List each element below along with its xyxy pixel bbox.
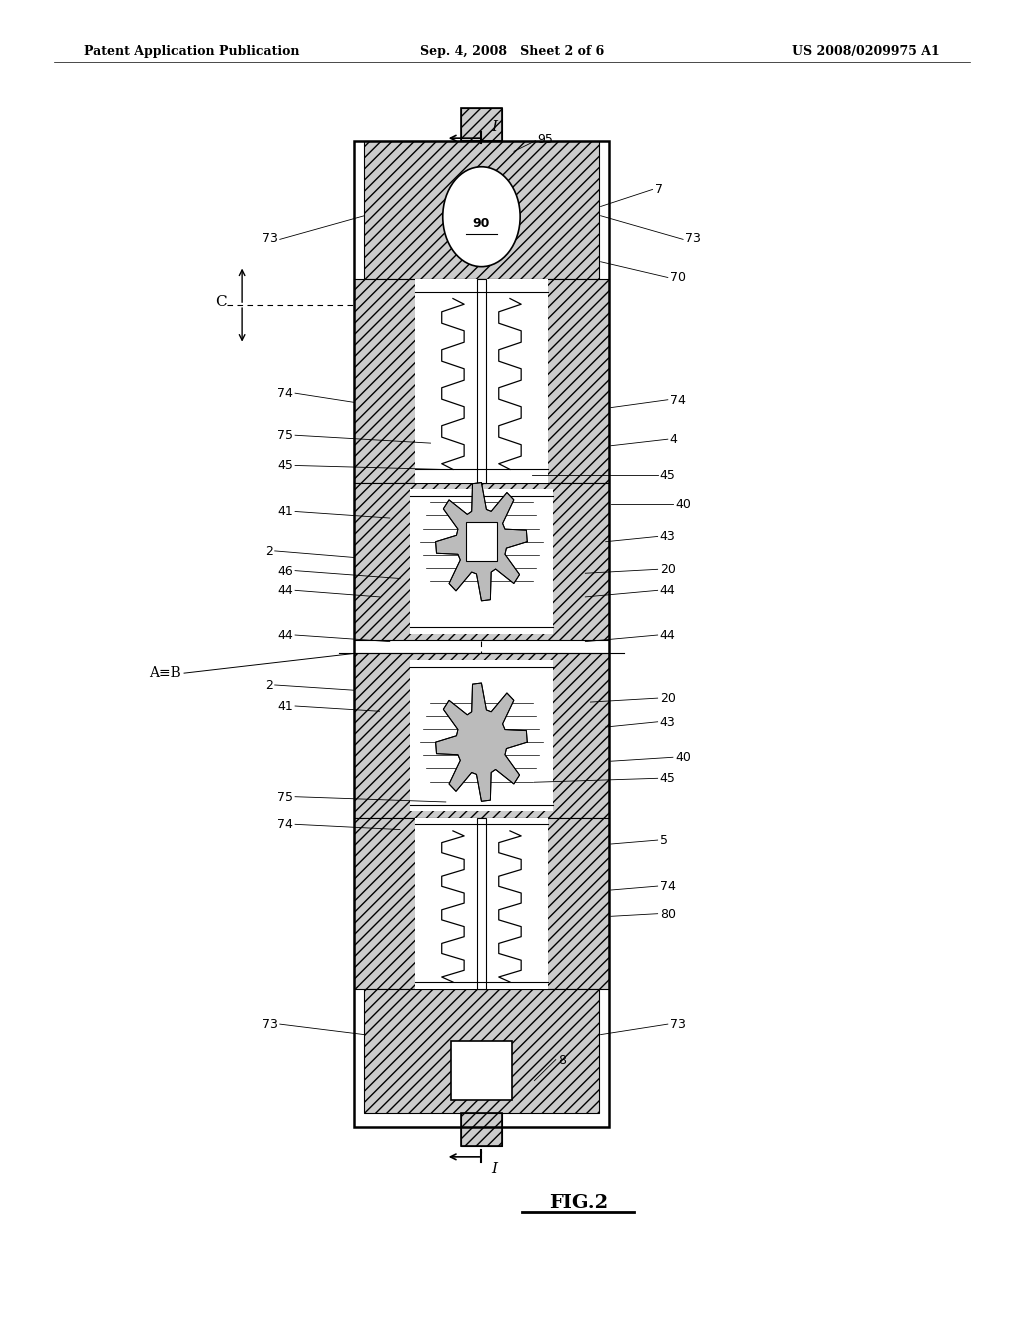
Text: 46: 46 [278,565,293,578]
Bar [461,108,502,141]
Text: 8: 8 [558,1053,566,1067]
Text: 41: 41 [278,700,293,713]
Bar [477,817,485,989]
Bar [416,817,548,989]
Bar [461,1114,502,1146]
Bar [416,279,548,483]
Text: 80: 80 [659,908,676,920]
Text: 4: 4 [670,433,678,446]
Polygon shape [435,483,527,601]
Text: 73: 73 [262,232,278,246]
Text: 44: 44 [278,585,293,597]
Bar [354,141,608,1127]
Text: 45: 45 [659,469,676,482]
Text: I: I [492,1162,498,1176]
Bar [411,490,553,634]
Text: 73: 73 [670,1018,686,1031]
Text: 44: 44 [659,585,676,597]
Text: 2: 2 [265,545,272,558]
Text: 75: 75 [278,429,293,442]
Text: US 2008/0209975 A1: US 2008/0209975 A1 [792,45,940,58]
Bar [354,483,608,640]
Text: 43: 43 [659,715,676,729]
Text: 2: 2 [265,678,272,692]
Text: 40: 40 [675,498,691,511]
Bar [461,1114,502,1146]
Bar [365,989,599,1114]
Bar [354,653,608,817]
Text: 40: 40 [675,751,691,764]
Text: 5: 5 [659,834,668,847]
Bar [461,108,502,141]
Text: FIG.2: FIG.2 [549,1193,608,1212]
Text: 75: 75 [278,791,293,804]
Text: 45: 45 [659,772,676,785]
Text: 44: 44 [659,628,676,642]
Bar [365,141,599,279]
Text: 90: 90 [473,216,490,230]
Text: 70: 70 [670,272,686,284]
Text: 7: 7 [654,183,663,197]
Text: 45: 45 [278,459,293,473]
Text: 95: 95 [538,133,553,147]
Text: 74: 74 [278,818,293,832]
Text: 20: 20 [659,692,676,705]
Text: 44: 44 [278,628,293,642]
Circle shape [442,166,520,267]
Text: 74: 74 [659,880,676,894]
Bar [411,660,553,812]
Text: 43: 43 [659,531,676,544]
Text: C: C [215,296,227,309]
Text: 20: 20 [659,564,676,577]
Text: Sep. 4, 2008   Sheet 2 of 6: Sep. 4, 2008 Sheet 2 of 6 [420,45,604,58]
Text: 41: 41 [278,506,293,519]
Bar [466,521,497,561]
Bar [451,1041,512,1101]
Bar [477,279,485,483]
Text: 73: 73 [685,232,701,246]
Text: I: I [492,120,498,135]
Polygon shape [435,682,527,801]
Text: Patent Application Publication: Patent Application Publication [84,45,300,58]
Text: A≡B: A≡B [150,667,181,680]
Text: 74: 74 [670,393,686,407]
Text: 73: 73 [262,1018,278,1031]
Text: 74: 74 [278,387,293,400]
Bar [354,817,608,989]
Bar [354,279,608,483]
